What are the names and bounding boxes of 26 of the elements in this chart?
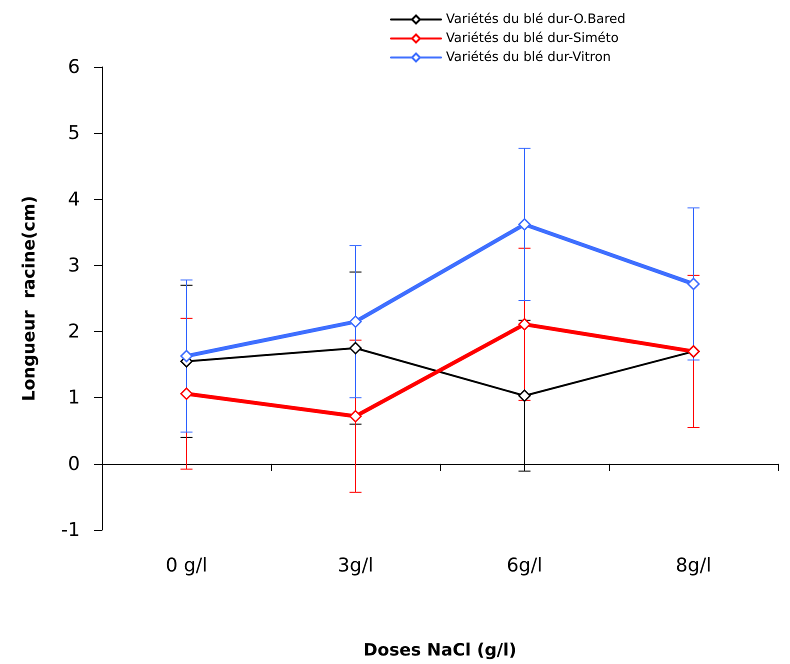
- point: [180, 350, 193, 362]
- point: [687, 278, 700, 290]
- y-tick-label: 3: [68, 254, 80, 276]
- point: [180, 387, 193, 400]
- y-tick-label: 0: [68, 452, 80, 475]
- legend-label: Variétés du blé dur-Siméto: [446, 31, 619, 46]
- y-tick-label: 1: [68, 386, 80, 409]
- x-tick-label: 8g/l: [676, 554, 712, 576]
- point: [518, 318, 531, 331]
- point: [349, 410, 362, 422]
- legend-label: Variétés du blé dur-O.Bared: [446, 12, 626, 27]
- point: [349, 342, 362, 354]
- point: [349, 315, 362, 328]
- x-axis-title: Doses NaCl (g/l): [363, 640, 517, 660]
- y-tick-label: 5: [68, 122, 80, 144]
- legend-label: Variétés du blé dur-Vitron: [446, 50, 611, 65]
- y-tick-label: -1: [61, 519, 80, 541]
- point: [518, 389, 531, 402]
- y-tick-label: 2: [68, 320, 80, 343]
- point: [518, 218, 531, 231]
- x-tick-label: 0 g/l: [166, 554, 208, 576]
- x-tick-label: 3g/l: [338, 554, 374, 576]
- y-axis-title: Longueur racine(cm): [20, 196, 40, 402]
- x-tick-label: 6g/l: [506, 554, 542, 576]
- y-tick-label: 6: [68, 56, 80, 78]
- y-tick-label: 4: [68, 188, 80, 210]
